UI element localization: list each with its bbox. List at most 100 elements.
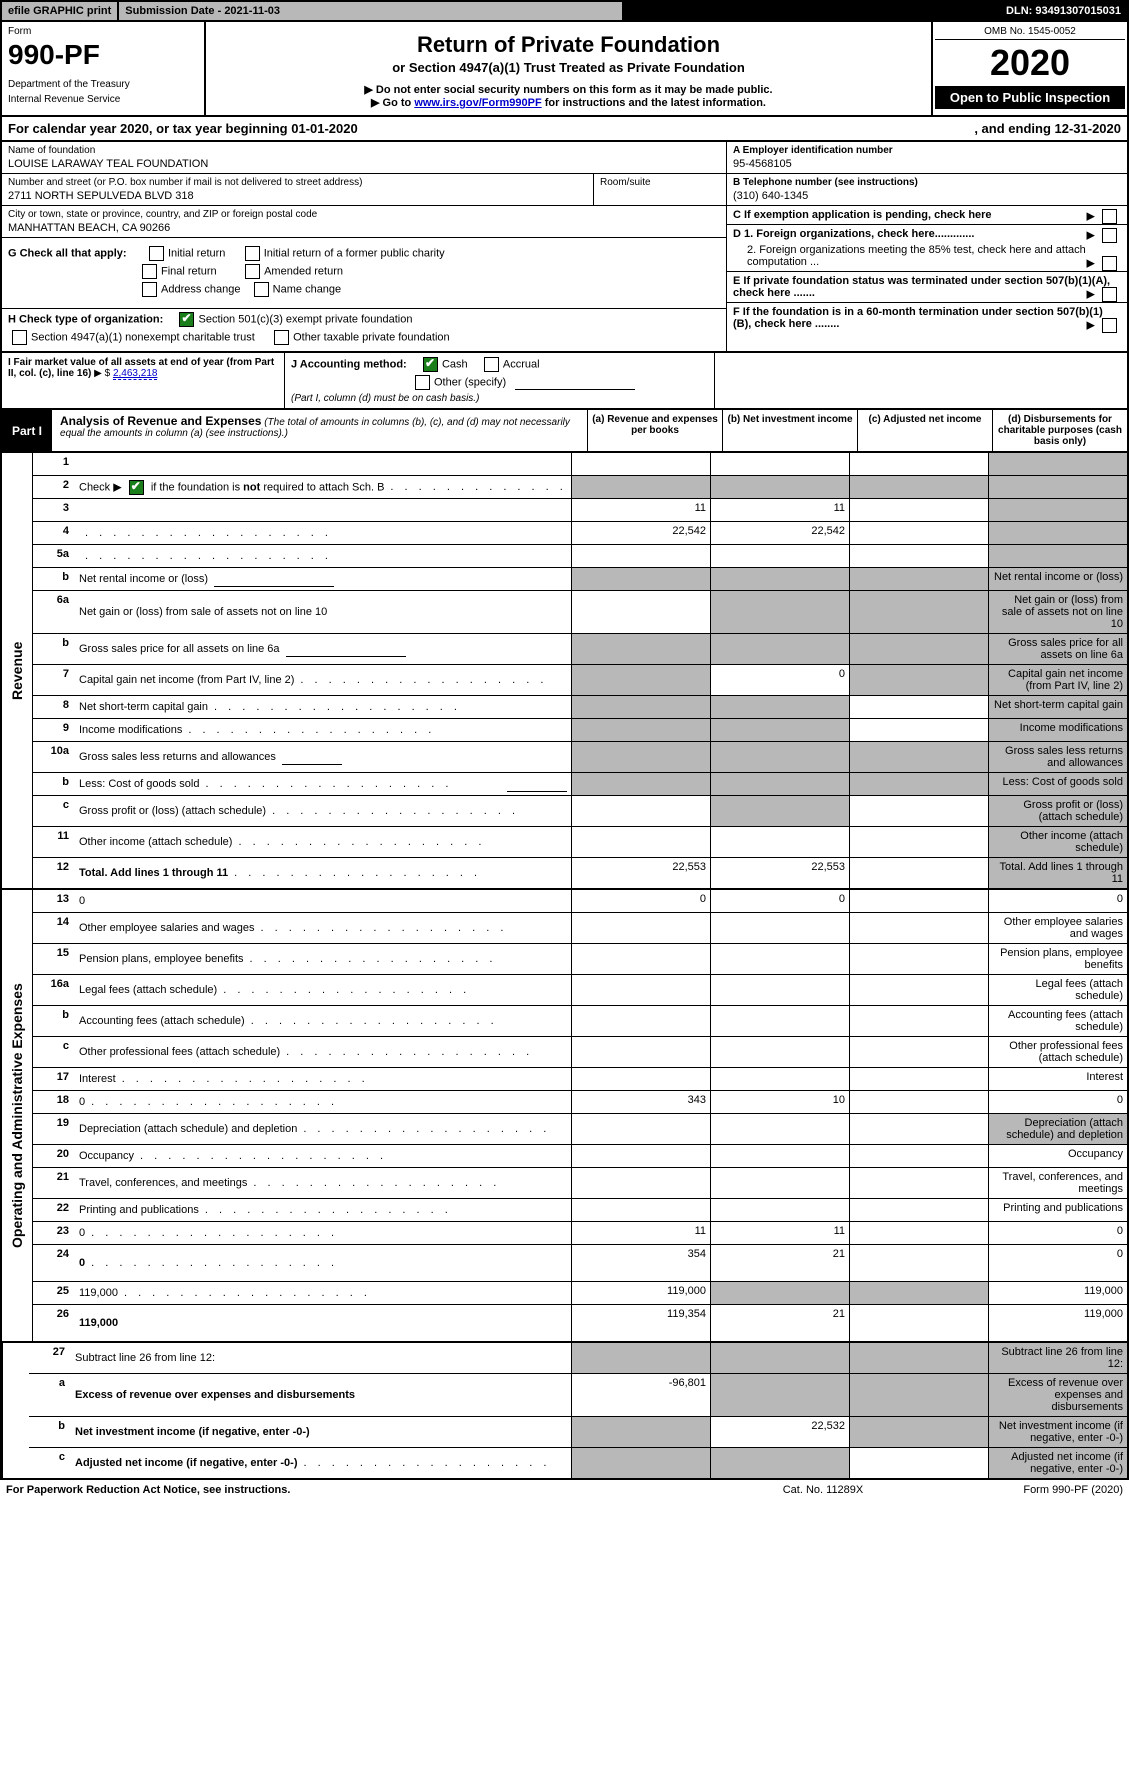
d2-checkbox[interactable] xyxy=(1102,256,1117,271)
revenue-body: 12Check ▶ if the foundation is not requi… xyxy=(33,453,1127,888)
row-number: c xyxy=(33,1037,75,1067)
cell-d: Occupancy xyxy=(988,1145,1127,1167)
j-cash: Cash xyxy=(442,358,468,370)
cell-c xyxy=(849,696,988,718)
cell-d xyxy=(988,476,1127,498)
row-desc: Net short-term capital gain. . . . . . .… xyxy=(75,696,571,718)
f-checkbox[interactable] xyxy=(1102,318,1117,333)
initial-return-checkbox[interactable] xyxy=(149,246,164,261)
j-label: J Accounting method: xyxy=(291,358,407,370)
row-number: 27 xyxy=(29,1343,71,1373)
cell-d xyxy=(988,453,1127,475)
row-desc: Check ▶ if the foundation is not require… xyxy=(75,476,571,498)
address-value: 2711 NORTH SEPULVEDA BLVD 318 xyxy=(8,190,587,202)
name-change-checkbox[interactable] xyxy=(254,282,269,297)
cell-b xyxy=(710,1006,849,1036)
row-number: 26 xyxy=(33,1305,75,1341)
initial-former-checkbox[interactable] xyxy=(245,246,260,261)
cell-d: Accounting fees (attach schedule) xyxy=(988,1006,1127,1036)
other-taxable-checkbox[interactable] xyxy=(274,330,289,345)
table-row: 1 xyxy=(33,453,1127,476)
dept-treasury: Department of the Treasury xyxy=(8,79,198,90)
cell-b xyxy=(710,591,849,633)
cell-d: Pension plans, employee benefits xyxy=(988,944,1127,974)
row-desc: 0. . . . . . . . . . . . . . . . . . xyxy=(75,1222,571,1244)
net-side-spacer xyxy=(2,1343,29,1478)
g-addr: Address change xyxy=(161,283,241,295)
header-left: Form 990-PF Department of the Treasury I… xyxy=(2,22,206,115)
e-checkbox[interactable] xyxy=(1102,287,1117,302)
h-check-cell: H Check type of organization: Section 50… xyxy=(2,309,726,351)
row-number: b xyxy=(29,1417,71,1447)
c-checkbox[interactable] xyxy=(1102,209,1117,224)
row-desc: Occupancy. . . . . . . . . . . . . . . .… xyxy=(75,1145,571,1167)
inline-field[interactable] xyxy=(214,572,334,587)
cell-a xyxy=(571,545,710,567)
cell-d: Other income (attach schedule) xyxy=(988,827,1127,857)
col-d-head: (d) Disbursements for charitable purpose… xyxy=(992,410,1127,451)
row-desc: Income modifications. . . . . . . . . . … xyxy=(75,719,571,741)
cell-c xyxy=(849,1145,988,1167)
col-a-label: (a) Revenue and expenses per books xyxy=(592,414,718,436)
row-desc: Adjusted net income (if negative, enter … xyxy=(71,1448,571,1478)
d2-label: 2. Foreign organizations meeting the 85%… xyxy=(747,244,1086,268)
table-row: 11Other income (attach schedule). . . . … xyxy=(33,827,1127,858)
cell-a xyxy=(571,1145,710,1167)
cell-b: 11 xyxy=(710,499,849,521)
table-row: 31111 xyxy=(33,499,1127,522)
row-number: c xyxy=(33,796,75,826)
4947-checkbox[interactable] xyxy=(12,330,27,345)
col-b-head: (b) Net investment income xyxy=(722,410,857,451)
open-to-public: Open to Public Inspection xyxy=(935,86,1125,109)
table-row: bGross sales price for all assets on lin… xyxy=(33,634,1127,665)
other-specify-field[interactable] xyxy=(515,375,635,390)
tel-value: (310) 640-1345 xyxy=(733,190,1121,202)
cell-d: Printing and publications xyxy=(988,1199,1127,1221)
cell-a: 119,000 xyxy=(571,1282,710,1304)
cell-d: Gross sales price for all assets on line… xyxy=(988,634,1127,664)
cell-a xyxy=(571,1037,710,1067)
row-desc: 119,000 xyxy=(75,1305,571,1341)
accrual-checkbox[interactable] xyxy=(484,357,499,372)
i-value-link[interactable]: 2,463,218 xyxy=(113,368,158,380)
amended-return-checkbox[interactable] xyxy=(245,264,260,279)
row-desc: Travel, conferences, and meetings. . . .… xyxy=(75,1168,571,1198)
cash-checkbox[interactable] xyxy=(423,357,438,372)
revenue-side-label: Revenue xyxy=(2,453,33,888)
cell-b: 10 xyxy=(710,1091,849,1113)
cell-c xyxy=(849,453,988,475)
cell-d: 0 xyxy=(988,890,1127,912)
form990pf-link[interactable]: www.irs.gov/Form990PF xyxy=(414,97,541,109)
final-return-checkbox[interactable] xyxy=(142,264,157,279)
table-row: 15Pension plans, employee benefits. . . … xyxy=(33,944,1127,975)
e-label: E If private foundation status was termi… xyxy=(733,275,1110,299)
table-row: 26119,000119,35421119,000 xyxy=(33,1305,1127,1341)
address-change-checkbox[interactable] xyxy=(142,282,157,297)
cell-a xyxy=(571,796,710,826)
cell-d: 0 xyxy=(988,1245,1127,1281)
row-desc: 119,000. . . . . . . . . . . . . . . . .… xyxy=(75,1282,571,1304)
footer-cat: Cat. No. 11289X xyxy=(723,1484,923,1496)
d1-checkbox[interactable] xyxy=(1102,228,1117,243)
table-row: 10aGross sales less returns and allowanc… xyxy=(33,742,1127,773)
part1-header: Part I Analysis of Revenue and Expenses … xyxy=(0,410,1129,453)
g-name: Name change xyxy=(273,283,342,295)
other-method-checkbox[interactable] xyxy=(415,375,430,390)
row-desc: Interest. . . . . . . . . . . . . . . . … xyxy=(75,1068,571,1090)
submission-date: Submission Date - 2021-11-03 xyxy=(119,2,624,20)
sch-b-checkbox[interactable] xyxy=(129,480,144,495)
cell-c xyxy=(849,890,988,912)
col-a-head: (a) Revenue and expenses per books xyxy=(587,410,722,451)
cell-b xyxy=(710,476,849,498)
inline-field[interactable] xyxy=(507,777,567,792)
h-label: H Check type of organization: xyxy=(8,313,163,325)
501c3-checkbox[interactable] xyxy=(179,312,194,327)
inline-field[interactable] xyxy=(286,642,406,657)
cell-a xyxy=(571,1417,710,1447)
inline-field[interactable] xyxy=(282,750,342,765)
table-row: aExcess of revenue over expenses and dis… xyxy=(29,1374,1127,1417)
cell-c xyxy=(849,719,988,741)
cell-c xyxy=(849,913,988,943)
row-desc: 0 xyxy=(75,890,571,912)
cell-d: Interest xyxy=(988,1068,1127,1090)
